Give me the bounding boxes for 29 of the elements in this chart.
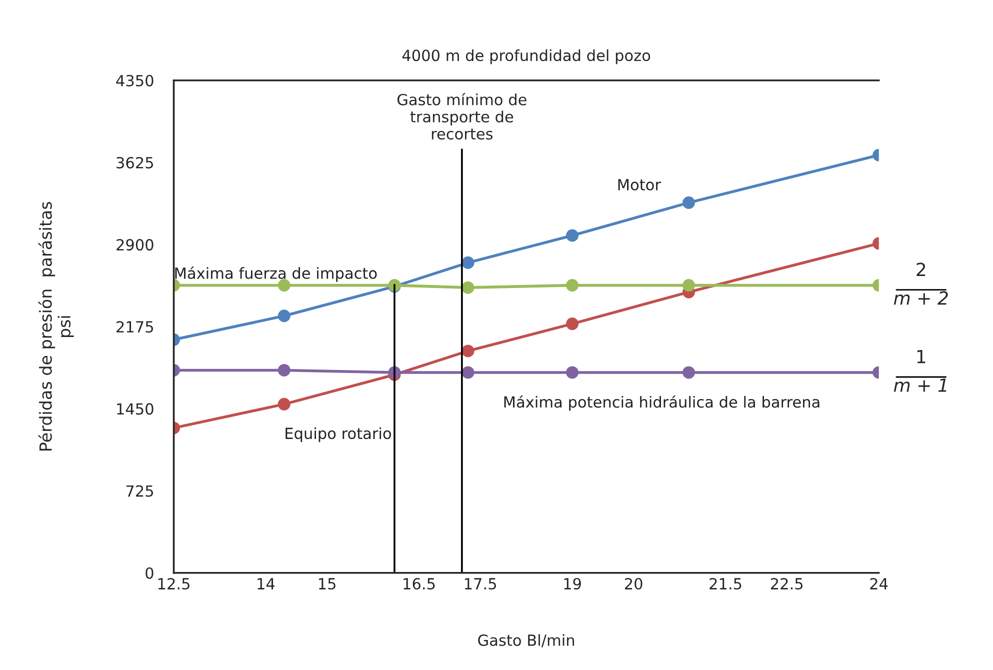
- x-tick-label: 19: [564, 578, 581, 590]
- x-tick-label: 20: [624, 578, 642, 590]
- ref-line-label: Gasto mínimo de transporte de recortes: [397, 92, 526, 140]
- y-tick-label: 0: [146, 567, 154, 579]
- series-label: Motor: [618, 179, 661, 190]
- text: m + 2: [894, 291, 948, 305]
- text: m + 1: [894, 378, 946, 392]
- series-label: Máxima fuerza de impacto: [175, 266, 377, 282]
- text: 2: [916, 262, 926, 276]
- series-label: Máxima potencia hidráulica de la barrena: [504, 395, 820, 411]
- chart-title: 4000 m de profundidad del pozo: [402, 49, 650, 64]
- y-tick-label: 3625: [116, 156, 153, 168]
- x-tick-label: 24: [870, 578, 888, 590]
- x-tick-label: 12.5: [158, 578, 190, 590]
- x-axis-title: Gasto Bl/min: [478, 634, 574, 648]
- y-tick-label: 4350: [116, 74, 154, 86]
- x-tick-label: 22.5: [770, 578, 803, 590]
- x-tick-label: 15: [319, 578, 336, 590]
- x-tick-label: 14: [258, 578, 275, 590]
- y-tick-label: 2900: [116, 239, 154, 251]
- x-tick-label: 21.5: [710, 578, 742, 590]
- x-tick-label: 17.5: [464, 578, 496, 590]
- y-tick-label: 1450: [117, 403, 154, 415]
- text: 1: [917, 350, 926, 364]
- y-tick-label: 2175: [116, 321, 153, 333]
- y-tick-label: 725: [126, 485, 153, 497]
- x-tick-label: 16.5: [404, 578, 435, 590]
- y-axis-title: Pérdidas de presión parásitas psi: [38, 202, 74, 450]
- series-label: Equipo rotario: [286, 427, 391, 442]
